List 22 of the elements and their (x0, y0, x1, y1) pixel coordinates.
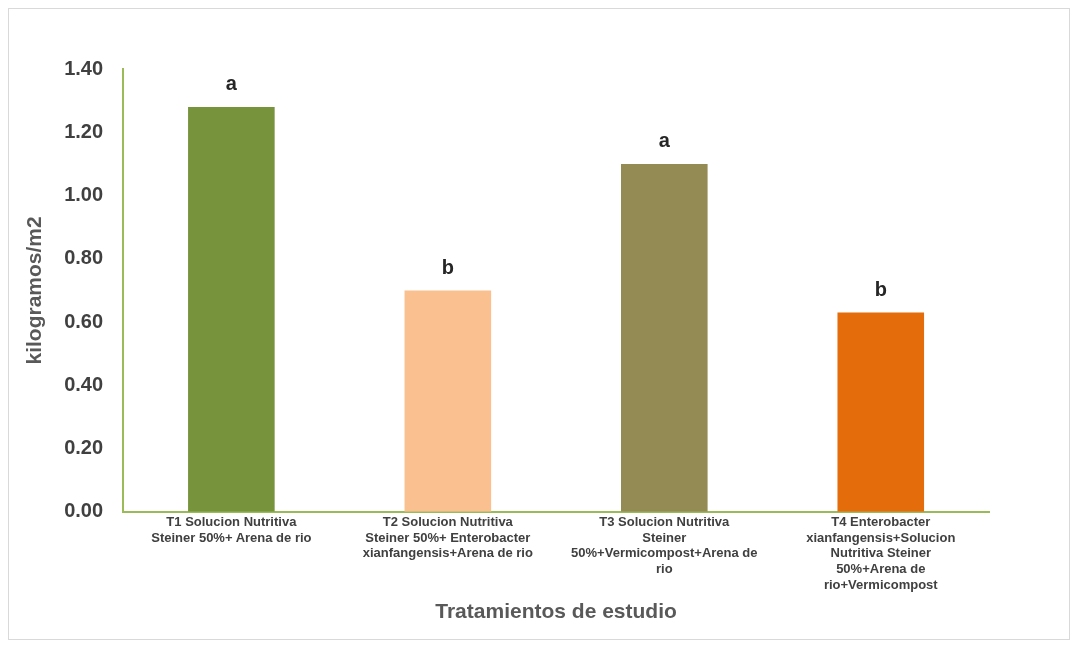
y-tick-label: 0.20 (64, 436, 104, 459)
annotation: a (225, 72, 238, 95)
bar (188, 106, 275, 512)
y-tick-label: 0.00 (64, 499, 104, 522)
y-tick-label: 1.40 (64, 56, 104, 79)
y-tick-label: 0.80 (64, 246, 104, 269)
bar (621, 163, 708, 512)
y-tick-label: 0.40 (64, 372, 104, 395)
x-tick-label: T4 Enterobacter xianfangensis+Solucion Nutritiva Steiner 50%+Arena de rio+Vermicompost (806, 514, 956, 592)
x-tick-label: T2 Solucion Nutritiva Steiner 50%+ Enterobacter xianfangensis+Arena de rio (362, 514, 533, 561)
y-tick-label: 1.20 (64, 119, 104, 142)
annotation: b (874, 278, 887, 301)
y-tick-label: 0.60 (64, 309, 104, 332)
x-tick-label: T1 Solucion Nutritiva Steiner 50%+ Arena de rio (151, 514, 312, 545)
y-axis-title: kilogramos/m2 (22, 216, 46, 365)
x-axis-title: Tratamientos de estudio (435, 599, 677, 623)
bar (404, 290, 492, 512)
bar (837, 312, 925, 512)
x-tick-label: T3 Solucion Nutritiva Steiner 50%+Vermicompost+Arena de rio (571, 514, 758, 576)
y-tick-label: 1.00 (64, 183, 104, 206)
annotation: b (441, 255, 454, 278)
annotation: a (658, 129, 671, 152)
